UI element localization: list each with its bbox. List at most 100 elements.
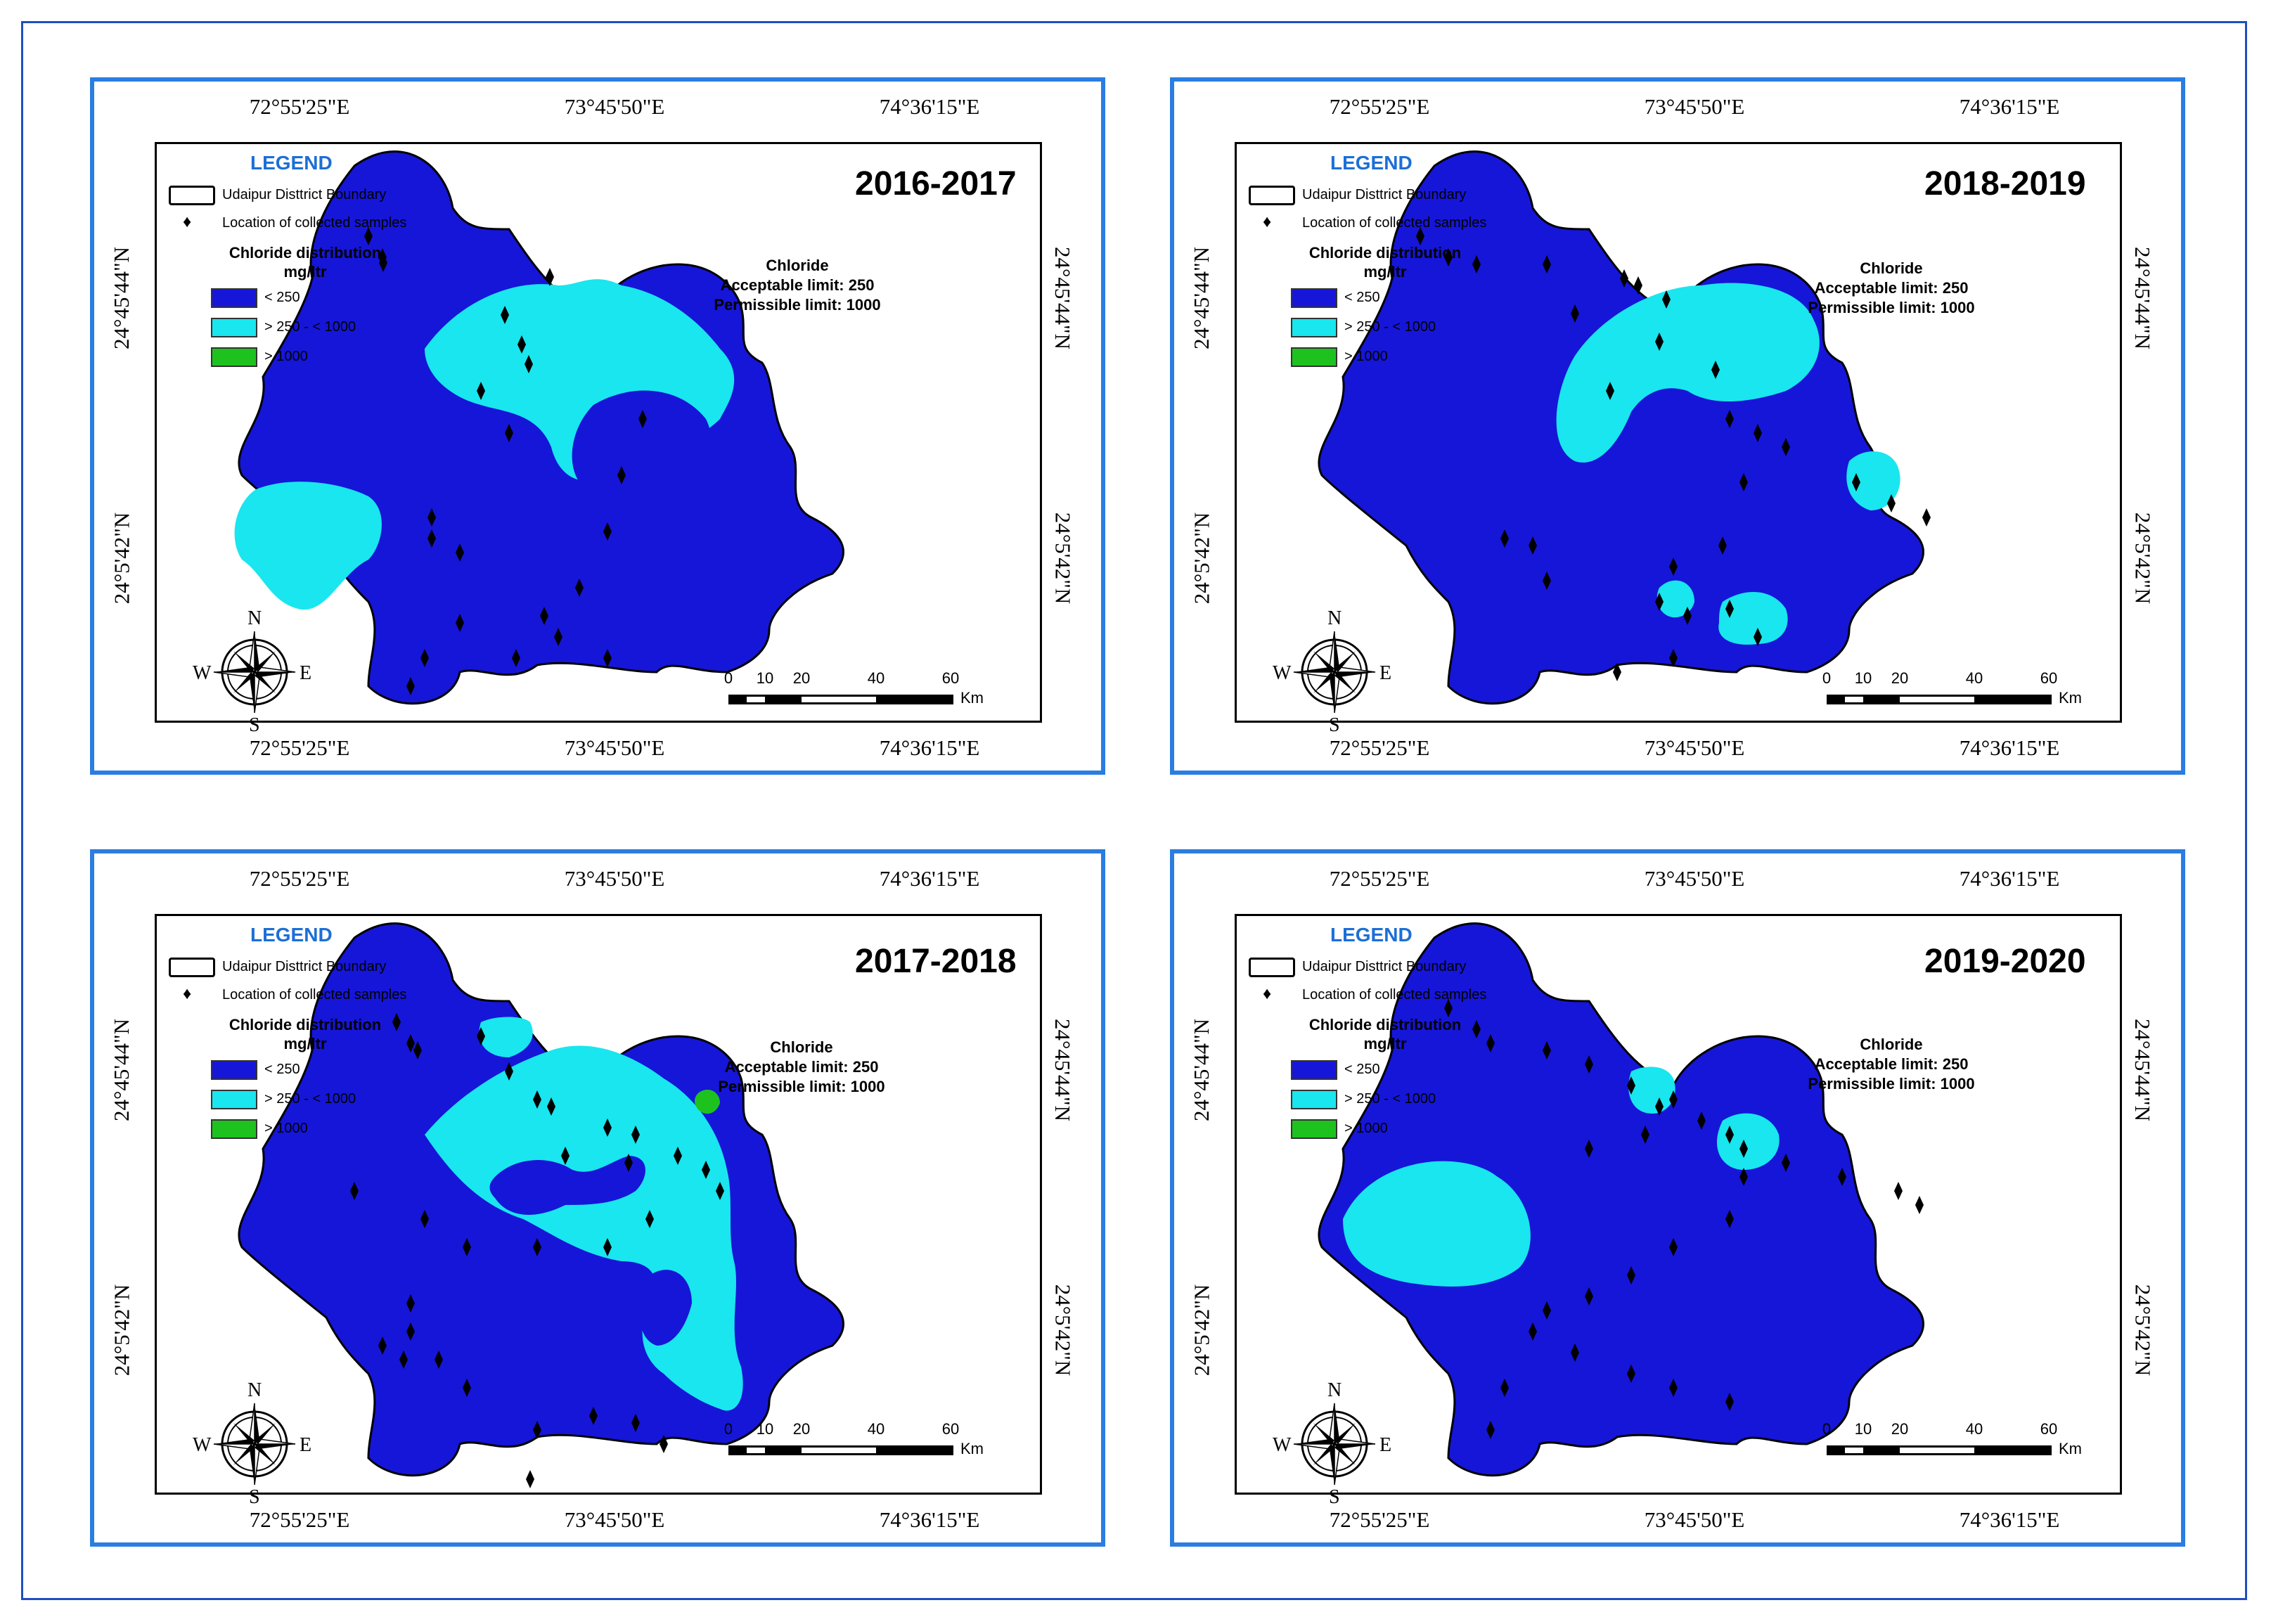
sample-marker <box>1416 227 1424 245</box>
lat-label-left-1: 24°45'44"N <box>109 1018 134 1122</box>
scale-tick-20: 20 <box>1891 669 1909 687</box>
legend-class-high: > 1000 <box>1344 1121 1388 1136</box>
swatch-mid <box>211 1090 257 1109</box>
compass-n: N <box>247 1379 262 1401</box>
lat-label-left-2: 24°5'42"N <box>1189 512 1214 605</box>
zone-mid-2 <box>234 482 382 610</box>
scale-tick-0: 0 <box>723 1420 733 1438</box>
sample-marker <box>1655 1097 1664 1116</box>
sample-marker <box>1683 607 1692 625</box>
sample-marker <box>645 1210 654 1228</box>
year-title: 2016-2017 <box>855 165 1017 202</box>
sample-marker <box>1529 1322 1537 1341</box>
map-content <box>1318 922 1924 1477</box>
sample-marker <box>1739 1168 1748 1186</box>
legend-title: LEGEND <box>250 924 333 946</box>
sample-marker <box>533 1238 541 1256</box>
compass-e: E <box>1379 662 1392 684</box>
map-panel-2019-2020: 72°55'25"E 73°45'50"E 74°36'15"E 72°55'2… <box>1170 849 2185 1547</box>
info-acceptable: Acceptable limit: 250 <box>724 1058 879 1076</box>
lon-label-top-3: 74°36'15"E <box>879 94 980 119</box>
legend-samples-label: Location of collected samples <box>222 215 407 231</box>
sample-marker <box>477 382 485 400</box>
sample-marker <box>1543 1041 1551 1059</box>
sample-marker <box>456 614 464 632</box>
sample-marker <box>1697 1111 1706 1130</box>
map-frame <box>155 142 1042 723</box>
sample-marker <box>1782 438 1790 456</box>
info-acceptable: Acceptable limit: 250 <box>1814 1055 1969 1073</box>
sample-marker <box>1915 1196 1924 1214</box>
figure-border <box>21 21 2247 1600</box>
sample-markers <box>350 1013 724 1488</box>
district-map <box>1318 150 1931 705</box>
chloride-info: Chloride Acceptable limit: 250 Permissib… <box>696 1038 907 1097</box>
legend-dist-title: Chloride distribution <box>229 244 382 262</box>
sample-marker <box>512 649 520 667</box>
compass-n: N <box>1327 607 1342 629</box>
scale-bar <box>1827 1445 2052 1455</box>
legend-samples-label: Location of collected samples <box>222 987 407 1003</box>
swatch-mid <box>211 318 257 337</box>
legend-class-low: < 250 <box>264 1062 300 1077</box>
scale-tick-20: 20 <box>1891 1420 1909 1438</box>
lon-label-top-1: 72°55'25"E <box>249 866 350 891</box>
sample-marker <box>1529 536 1537 555</box>
scale-tick-60: 60 <box>941 1420 960 1438</box>
lat-label-right-1: 24°45'44"N <box>1050 1018 1076 1122</box>
sample-marker <box>1669 649 1678 667</box>
sample-marker <box>463 1238 471 1256</box>
zone-mid-1 <box>1628 1066 1675 1114</box>
legend-boundary-label: Udaipur Disttrict Boundary <box>222 187 387 202</box>
sample-marker <box>1571 304 1579 323</box>
sample-marker <box>1669 1379 1678 1397</box>
legend-class-mid: > 250 - < 1000 <box>1344 1091 1436 1107</box>
sample-marker <box>501 306 509 324</box>
sample-marker <box>716 1182 724 1200</box>
sample-marker <box>660 1435 668 1453</box>
compass-e: E <box>300 1434 312 1456</box>
info-permissible: Permissible limit: 1000 <box>714 296 881 314</box>
sample-marker <box>1472 1020 1481 1038</box>
sample-marker <box>406 1034 415 1052</box>
sample-marker <box>1739 473 1748 491</box>
compass-e: E <box>300 662 312 684</box>
zone-mid-3 <box>1718 592 1788 645</box>
lat-label-right-1: 24°45'44"N <box>1050 246 1076 350</box>
sample-marker <box>1754 424 1762 442</box>
map-frame <box>155 914 1042 1495</box>
sample-marker <box>477 1027 485 1045</box>
lat-label-left-2: 24°5'42"N <box>109 1284 134 1377</box>
map-panel-2016-2017: 72°55'25"E 73°45'50"E 74°36'15"E 72°55'2… <box>90 77 1105 775</box>
sample-marker <box>1500 1379 1509 1397</box>
lon-label-top-1: 72°55'25"E <box>1329 94 1430 119</box>
sample-marker <box>420 649 429 667</box>
sample-marker <box>1606 382 1614 400</box>
lon-label-top-2: 73°45'50"E <box>564 866 665 891</box>
scale-tick-60: 60 <box>941 669 960 687</box>
sample-marker <box>1669 558 1678 576</box>
sample-marker <box>435 1351 443 1369</box>
sample-marker <box>1711 361 1720 379</box>
sample-marker <box>1585 1287 1593 1306</box>
scale-bar <box>728 1445 953 1455</box>
lon-label-bottom-3: 74°36'15"E <box>879 735 980 760</box>
compass-w: W <box>193 662 212 684</box>
chloride-info: Chloride Acceptable limit: 250 Permissib… <box>1786 259 1997 318</box>
sample-marker <box>1655 333 1664 351</box>
swatch-high <box>211 1119 257 1139</box>
compass-n: N <box>247 607 262 629</box>
sample-marker <box>603 1119 612 1137</box>
sample-marker <box>1887 494 1896 513</box>
swatch-mid <box>1291 318 1337 337</box>
scale-tick-0: 0 <box>1822 669 1832 687</box>
scale-bar <box>1827 695 2052 704</box>
sample-marker <box>427 529 436 548</box>
lat-label-left-2: 24°5'42"N <box>1189 1284 1214 1377</box>
legend-dist-head: Chloride distribution mg/ltr <box>200 1015 411 1053</box>
sample-marker <box>1725 600 1734 618</box>
legend-title: LEGEND <box>1330 152 1413 174</box>
year-title: 2017-2018 <box>855 943 1017 980</box>
sample-marker <box>1669 1090 1678 1109</box>
scale-tick-0: 0 <box>723 669 733 687</box>
